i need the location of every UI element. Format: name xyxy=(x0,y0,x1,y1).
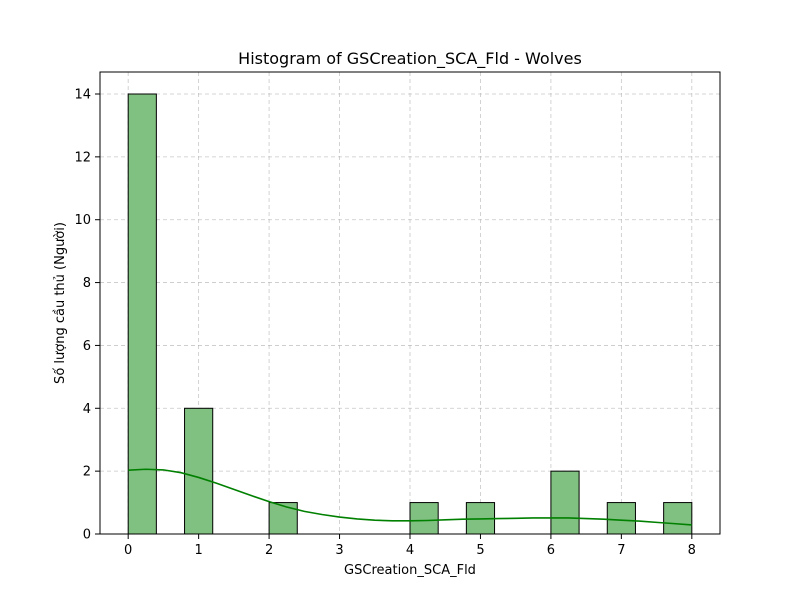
x-tick-label: 8 xyxy=(688,543,696,558)
y-tick-label: 14 xyxy=(74,88,91,103)
y-tick-label: 8 xyxy=(83,276,91,291)
grid-layer xyxy=(100,72,720,535)
y-tick-label: 2 xyxy=(83,465,91,480)
x-tick-label: 4 xyxy=(406,543,414,558)
histogram-bar xyxy=(409,502,439,535)
x-tick-label: 2 xyxy=(265,543,273,558)
y-tick-label: 4 xyxy=(83,402,91,417)
kde-curve xyxy=(128,468,692,526)
y-tick-label: 6 xyxy=(83,339,91,354)
x-axis-label: GSCreation_SCA_Fld xyxy=(344,563,476,578)
histogram-bar xyxy=(127,93,157,535)
histogram-bar xyxy=(184,407,214,535)
histogram-bar xyxy=(663,502,693,535)
y-tick-label: 10 xyxy=(74,213,91,228)
kde-layer xyxy=(128,468,692,526)
histogram-bar xyxy=(268,502,298,535)
bars-layer xyxy=(127,93,693,535)
y-tick-label: 12 xyxy=(74,150,91,165)
y-tick-label: 0 xyxy=(83,528,91,543)
x-tick-label: 0 xyxy=(124,543,132,558)
x-tick-label: 1 xyxy=(194,543,202,558)
chart-title: Histogram of GSCreation_SCA_Fld - Wolves xyxy=(238,49,582,69)
x-tick-label: 6 xyxy=(547,543,555,558)
x-tick-label: 3 xyxy=(335,543,343,558)
histogram-bar xyxy=(606,502,636,535)
x-tick-label: 5 xyxy=(476,543,484,558)
histogram-bar xyxy=(550,470,580,535)
x-tick-label: 7 xyxy=(617,543,625,558)
y-axis-label: Số lượng cầu thủ (Người) xyxy=(53,222,68,384)
